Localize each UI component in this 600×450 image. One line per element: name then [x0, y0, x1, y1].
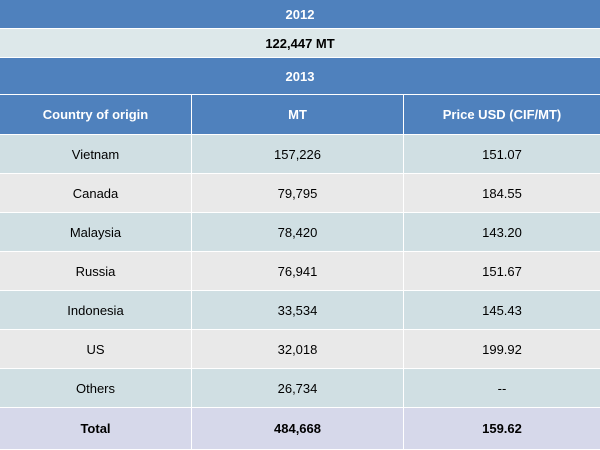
table-row: US 32,018 199.92 — [0, 330, 600, 369]
mt-cell: 33,534 — [192, 291, 404, 329]
column-header-mt: MT — [192, 95, 404, 134]
mt-cell: 76,941 — [192, 252, 404, 290]
year-2012-total-row: 122,447 MT — [0, 29, 600, 58]
total-label: Total — [0, 408, 192, 449]
total-mt: 484,668 — [192, 408, 404, 449]
price-cell: -- — [497, 380, 507, 396]
table-row: Canada 79,795 184.55 — [0, 174, 600, 213]
country-cell: Others — [0, 369, 192, 407]
year-2013-label: 2013 — [285, 68, 315, 84]
price-cell: 151.07 — [482, 146, 522, 162]
table-row: Indonesia 33,534 145.43 — [0, 291, 600, 330]
column-header-price: Price USD (CIF/MT) — [442, 107, 562, 122]
year-2012-value: 122,447 MT — [265, 35, 335, 51]
price-cell: 199.92 — [482, 341, 522, 357]
country-cell: Vietnam — [0, 135, 192, 173]
column-header-row: Country of origin MT Price USD (CIF/MT) — [0, 95, 600, 135]
country-cell: Canada — [0, 174, 192, 212]
country-cell: Malaysia — [0, 213, 192, 251]
country-cell: Russia — [0, 252, 192, 290]
mt-cell: 157,226 — [192, 135, 404, 173]
price-cell: 145.43 — [482, 302, 522, 318]
country-cell: US — [0, 330, 192, 368]
table-row: Others 26,734 -- — [0, 369, 600, 408]
table-row: Malaysia 78,420 143.20 — [0, 213, 600, 252]
table-row: Vietnam 157,226 151.07 — [0, 135, 600, 174]
year-2013-header-row: 2013 — [0, 58, 600, 95]
table-row: Russia 76,941 151.67 — [0, 252, 600, 291]
total-price: 159.62 — [482, 421, 522, 436]
total-row: Total 484,668 159.62 — [0, 408, 600, 449]
country-cell: Indonesia — [0, 291, 192, 329]
mt-cell: 26,734 — [192, 369, 404, 407]
price-cell: 143.20 — [482, 224, 522, 240]
mt-cell: 32,018 — [192, 330, 404, 368]
price-cell: 184.55 — [482, 185, 522, 201]
column-header-country: Country of origin — [0, 95, 192, 134]
year-2012-label: 2012 — [285, 6, 315, 22]
year-2012-header-row: 2012 — [0, 0, 600, 29]
price-cell: 151.67 — [482, 263, 522, 279]
mt-cell: 78,420 — [192, 213, 404, 251]
mt-cell: 79,795 — [192, 174, 404, 212]
